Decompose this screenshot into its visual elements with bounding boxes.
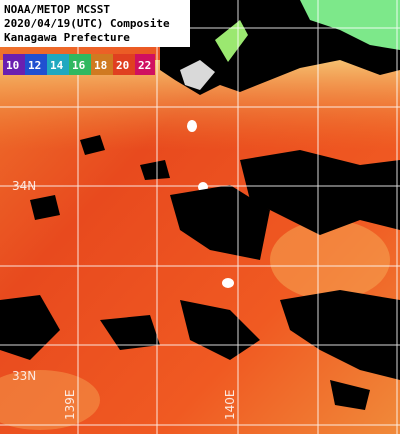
header-box: NOAA/METOP MCSST 2020/04/19(UTC) Composi…: [0, 0, 190, 47]
lat-label: 33N: [12, 369, 36, 383]
header-line: NOAA/METOP MCSST: [4, 3, 110, 16]
colorbar-label: 20: [116, 59, 129, 72]
colorbar-label: 22: [138, 59, 151, 72]
header-line: 2020/04/19(UTC) Composite: [4, 17, 170, 30]
colorbar-label: 12: [28, 59, 41, 72]
colorbar: 10 12 14 16 18 20 22: [3, 54, 155, 75]
colorbar-label: 10: [6, 59, 19, 72]
lat-label: 34N: [12, 179, 36, 193]
colorbar-label: 16: [72, 59, 86, 72]
colorbar-label: 18: [94, 59, 107, 72]
land: [160, 0, 400, 288]
lon-label: 140E: [223, 390, 237, 421]
cloud-mask: [0, 135, 400, 410]
lon-label: 139E: [63, 390, 77, 421]
header-line: Kanagawa Prefecture: [4, 31, 130, 44]
colorbar-label: 14: [50, 59, 64, 72]
